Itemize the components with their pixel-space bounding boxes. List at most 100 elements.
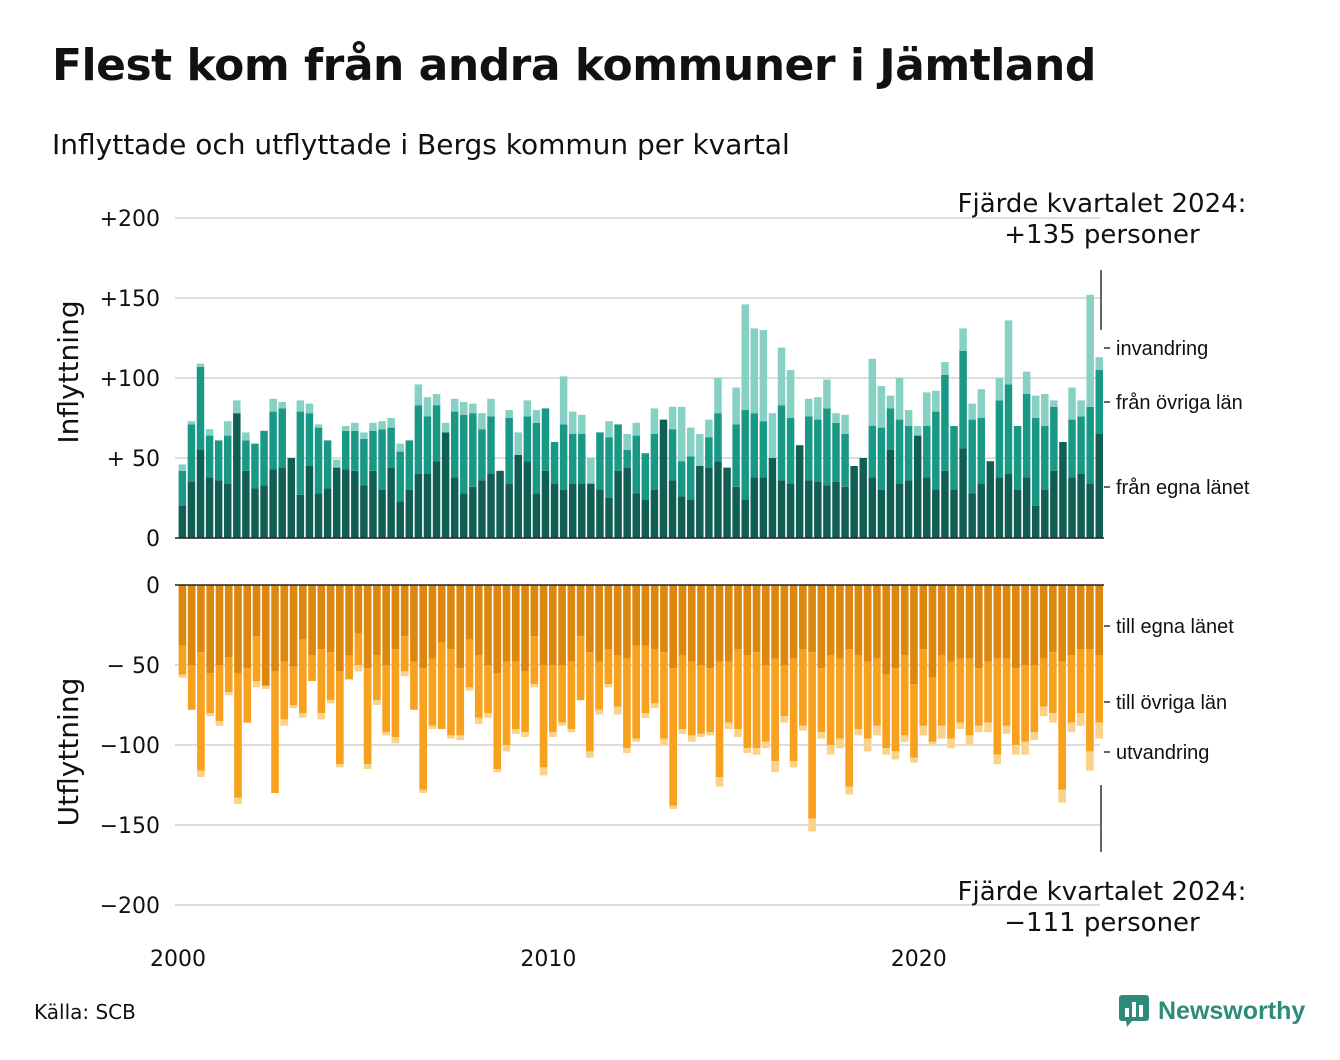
bar-utflyttning-1	[363, 668, 372, 765]
bar-inflyttning-2	[605, 421, 613, 438]
bar-utflyttning-0	[965, 585, 974, 659]
bar-inflyttning-1	[387, 427, 395, 468]
bar-inflyttning-0	[496, 470, 504, 538]
bar-utflyttning-2	[373, 700, 381, 705]
bar-inflyttning-2	[923, 392, 931, 426]
bar-inflyttning-0	[323, 488, 332, 538]
bar-utflyttning-2	[298, 713, 307, 718]
bar-utflyttning-0	[623, 585, 631, 659]
bar-inflyttning-2	[977, 389, 985, 418]
bar-utflyttning-2	[280, 719, 289, 726]
bar-inflyttning-2	[532, 410, 541, 423]
bar-inflyttning-1	[904, 426, 913, 481]
bar-inflyttning-2	[360, 432, 368, 439]
bar-utflyttning-0	[382, 585, 390, 665]
y-tick-label: −150	[100, 814, 160, 839]
bar-inflyttning-0	[959, 448, 967, 538]
bar-inflyttning-2	[396, 443, 404, 452]
bar-utflyttning-2	[761, 741, 770, 749]
bar-inflyttning-1	[242, 440, 250, 471]
bar-utflyttning-0	[891, 585, 900, 669]
y-tick-label: −100	[100, 734, 160, 759]
bar-inflyttning-0	[214, 480, 223, 538]
bar-inflyttning-0	[1041, 490, 1049, 538]
bar-utflyttning-1	[752, 652, 761, 749]
bar-utflyttning-1	[845, 649, 853, 787]
bar-utflyttning-1	[613, 655, 622, 707]
bar-utflyttning-0	[234, 585, 242, 673]
bar-utflyttning-0	[437, 585, 446, 643]
bar-inflyttning-1	[650, 434, 659, 490]
bar-utflyttning-0	[1021, 585, 1029, 665]
bar-inflyttning-2	[1031, 395, 1040, 418]
bar-inflyttning-1	[342, 430, 350, 470]
bar-utflyttning-0	[752, 585, 761, 653]
bar-inflyttning-0	[369, 470, 377, 538]
bar-inflyttning-0	[995, 477, 1004, 538]
bar-inflyttning-2	[187, 421, 196, 425]
bar-utflyttning-1	[734, 649, 742, 729]
bar-utflyttning-1	[724, 661, 733, 723]
bar-inflyttning-2	[632, 422, 640, 436]
bar-utflyttning-2	[965, 735, 974, 745]
bar-utflyttning-0	[715, 585, 724, 662]
bar-inflyttning-0	[777, 480, 786, 538]
bar-utflyttning-2	[1021, 741, 1029, 755]
bar-utflyttning-0	[502, 585, 511, 662]
bar-inflyttning-1	[759, 421, 768, 478]
bar-utflyttning-2	[928, 741, 937, 745]
bar-utflyttning-1	[1049, 652, 1057, 713]
bar-utflyttning-0	[252, 585, 261, 637]
y-tick-label: 0	[146, 527, 160, 552]
bar-utflyttning-1	[1021, 665, 1029, 742]
bar-utflyttning-2	[1002, 725, 1011, 734]
bar-inflyttning-2	[351, 422, 359, 431]
bar-utflyttning-0	[706, 585, 715, 669]
bar-inflyttning-2	[432, 394, 441, 406]
bar-inflyttning-2	[441, 422, 450, 433]
bar-utflyttning-0	[456, 585, 465, 669]
bar-inflyttning-0	[532, 493, 541, 538]
bar-inflyttning-0	[886, 450, 895, 538]
bar-utflyttning-2	[474, 717, 483, 725]
bar-utflyttning-0	[280, 585, 289, 662]
bar-utflyttning-0	[261, 585, 270, 686]
bar-inflyttning-0	[705, 467, 713, 538]
bar-utflyttning-1	[243, 668, 252, 723]
bar-inflyttning-0	[968, 493, 976, 538]
bar-inflyttning-0	[768, 458, 777, 538]
bar-inflyttning-1	[977, 418, 985, 484]
bar-utflyttning-2	[900, 735, 909, 742]
bar-utflyttning-1	[493, 673, 502, 769]
bar-inflyttning-1	[205, 435, 214, 478]
bar-utflyttning-1	[502, 661, 511, 745]
bar-inflyttning-0	[696, 466, 704, 538]
bar-utflyttning-1	[817, 668, 826, 733]
bar-inflyttning-2	[696, 434, 704, 466]
bar-inflyttning-1	[950, 426, 958, 490]
bar-inflyttning-2	[578, 414, 586, 434]
bar-inflyttning-2	[841, 414, 849, 434]
bar-utflyttning-2	[854, 729, 863, 736]
bar-utflyttning-0	[771, 585, 779, 659]
bar-utflyttning-0	[576, 585, 585, 637]
bar-inflyttning-2	[314, 424, 323, 428]
y-tick-label: 0	[146, 574, 160, 599]
bar-utflyttning-1	[224, 657, 233, 693]
bar-utflyttning-1	[687, 661, 696, 736]
bar-utflyttning-2	[539, 767, 548, 776]
bar-inflyttning-2	[732, 387, 740, 425]
bar-inflyttning-2	[332, 459, 341, 468]
bar-inflyttning-0	[950, 490, 958, 538]
bar-utflyttning-0	[836, 585, 844, 659]
bar-utflyttning-0	[919, 585, 928, 649]
bar-inflyttning-0	[514, 454, 522, 538]
bar-utflyttning-1	[308, 655, 316, 681]
bar-inflyttning-2	[768, 413, 777, 458]
bar-inflyttning-2	[932, 390, 940, 412]
bar-inflyttning-1	[532, 422, 541, 494]
bar-utflyttning-1	[206, 673, 215, 713]
bar-inflyttning-2	[805, 398, 813, 417]
bar-utflyttning-0	[1049, 585, 1057, 653]
bar-inflyttning-0	[668, 480, 677, 538]
